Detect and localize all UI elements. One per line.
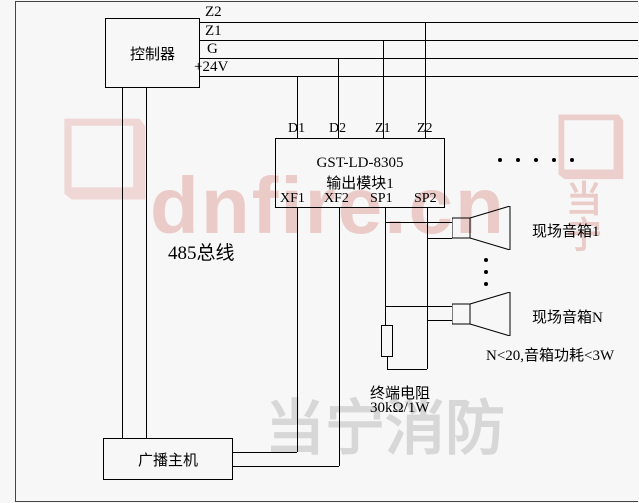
hdots-1 <box>498 158 502 162</box>
bus-g-label: G <box>207 41 218 58</box>
pin-sp2: SP2 <box>414 191 437 207</box>
speaker-n-label: 现场音箱N <box>532 306 603 327</box>
xf1-line <box>297 208 298 452</box>
hdots-3 <box>534 158 538 162</box>
bus485-line-a <box>122 88 123 438</box>
res-lead-r <box>427 320 428 369</box>
speaker-1-icon <box>452 206 522 250</box>
bus-z1-label: Z1 <box>205 23 222 40</box>
vdots-2 <box>484 270 488 274</box>
bus-z2 <box>200 22 638 23</box>
resistor-label-2: 30kΩ/1W <box>370 400 429 417</box>
pin-sp1: SP1 <box>370 191 393 207</box>
xf2-h <box>233 466 339 467</box>
bus-g <box>200 58 638 59</box>
speaker-n-icon <box>452 292 522 336</box>
tap-z2 <box>425 22 426 138</box>
controller-label: 控制器 <box>130 43 175 64</box>
hdots-2 <box>516 158 520 162</box>
res-lead-h <box>387 369 427 370</box>
bus-24v <box>200 76 638 77</box>
pin-xf1: XF1 <box>280 191 305 207</box>
tap-d2 <box>338 58 339 138</box>
speaker-note: N<20,音箱功耗<3W <box>486 344 614 365</box>
spkN-wire-b <box>427 320 452 321</box>
res-lead-bot <box>387 357 388 369</box>
spk1-wire-b <box>427 238 452 239</box>
bus485-line-b <box>146 88 147 438</box>
module-line1: GST-LD-8305 <box>276 155 444 172</box>
vdots-1 <box>484 258 488 262</box>
sp2-line <box>427 208 428 320</box>
pin-xf2: XF2 <box>324 191 349 207</box>
tap-z1 <box>383 40 384 138</box>
sp1-line <box>385 208 386 325</box>
hdots-4 <box>552 158 556 162</box>
spk1-wire-a <box>385 222 452 223</box>
controller-box: 控制器 <box>105 18 200 88</box>
resistor-icon <box>381 325 393 357</box>
broadcast-label: 广播主机 <box>138 449 198 470</box>
hdots-5 <box>570 158 574 162</box>
bus485-label: 485总线 <box>168 238 235 265</box>
bus-z2-label: Z2 <box>205 4 222 21</box>
speaker-1-label: 现场音箱1 <box>532 220 600 241</box>
bus-24v-label: +24V <box>194 59 228 76</box>
vdots-3 <box>484 282 488 286</box>
bus-z1 <box>200 40 638 41</box>
broadcast-box: 广播主机 <box>103 438 233 480</box>
tap-d1 <box>297 76 298 138</box>
xf2-line <box>339 208 340 466</box>
module-line2: 输出模块1 <box>276 172 444 193</box>
spkN-wire-a <box>385 306 452 307</box>
xf1-h <box>233 452 297 453</box>
